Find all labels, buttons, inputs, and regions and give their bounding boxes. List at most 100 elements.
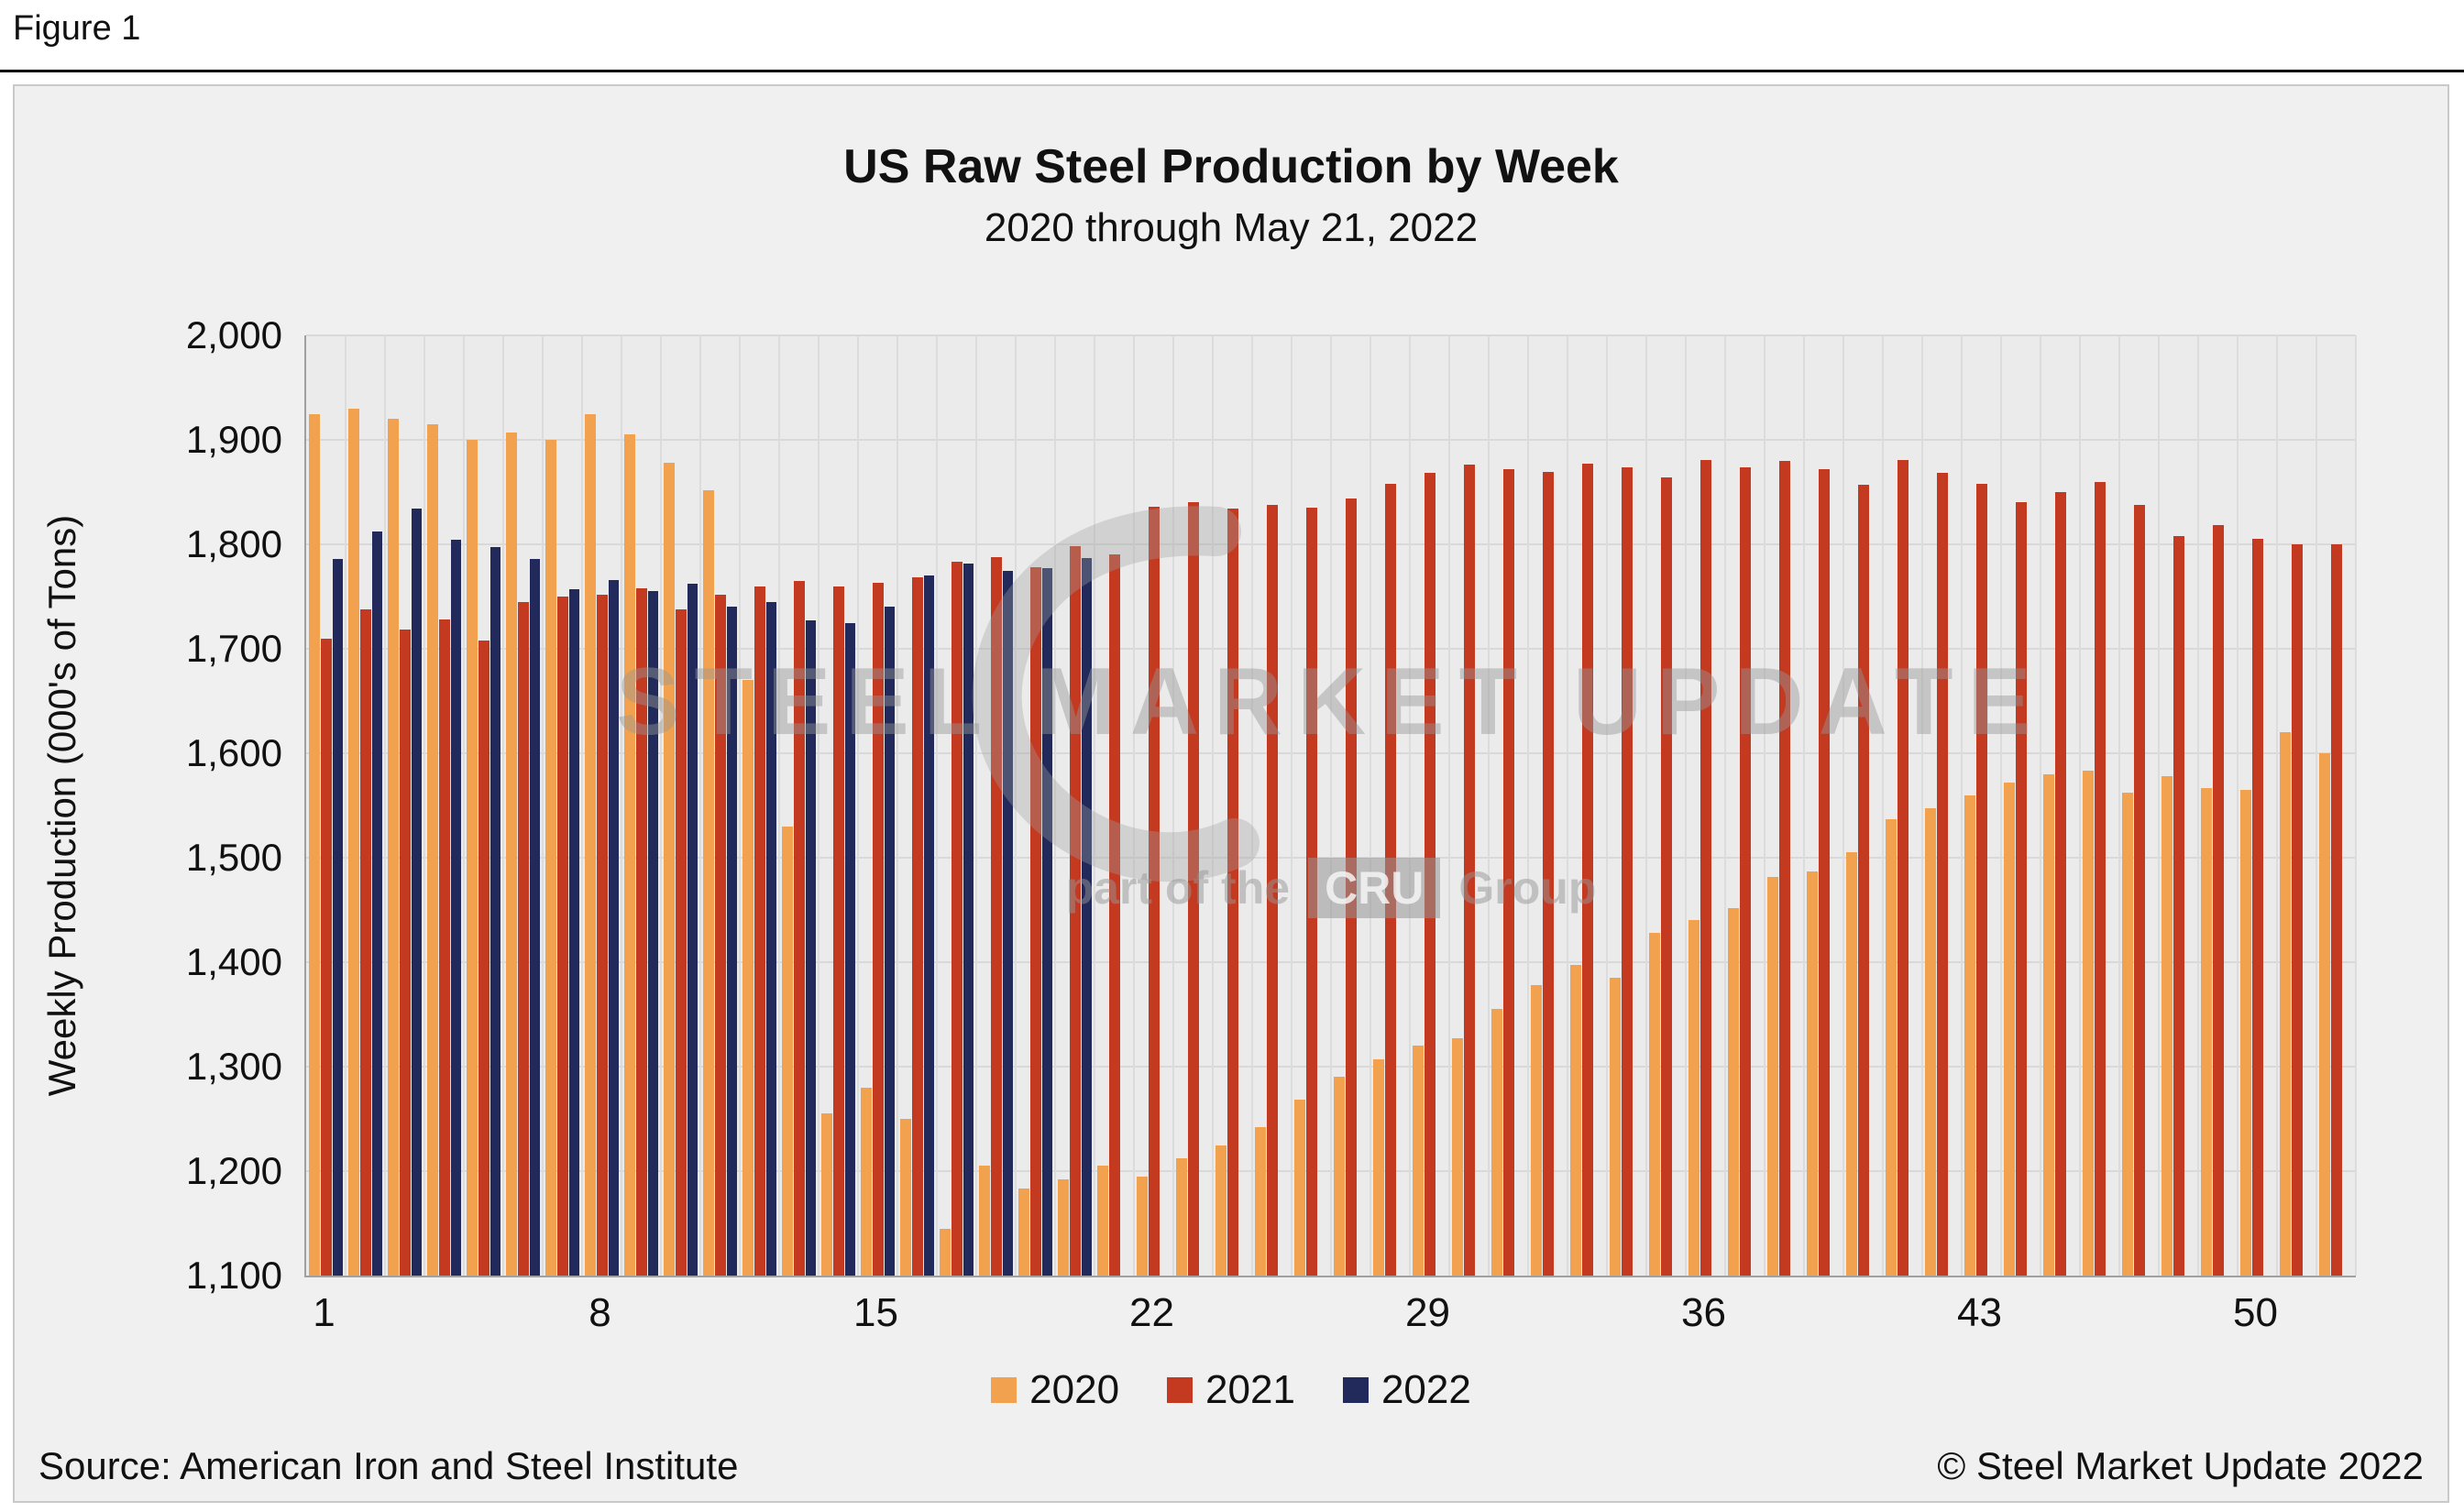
gridline-vertical [1448, 335, 1450, 1276]
bar-2020-week-18 [979, 1166, 990, 1276]
bar-2020-week-7 [545, 440, 556, 1276]
bar-2020-week-47 [2122, 793, 2133, 1276]
bar-2020-week-3 [388, 419, 399, 1276]
bar-2021-week-37 [1739, 466, 1751, 1276]
chart-title: US Raw Steel Production by Week [843, 140, 1619, 193]
gridline-vertical [2355, 335, 2357, 1276]
gridline-vertical [1842, 335, 1844, 1276]
gridline-vertical [1606, 335, 1608, 1276]
bar-2020-week-33 [1570, 965, 1581, 1276]
y-tick-label: 1,900 [185, 418, 282, 461]
bar-2021-week-18 [990, 556, 1002, 1276]
bar-2020-week-34 [1610, 978, 1621, 1276]
bar-2021-week-16 [911, 577, 923, 1276]
x-tick-label: 1 [313, 1290, 336, 1335]
bar-2021-week-32 [1542, 472, 1554, 1276]
bar-2020-week-46 [2083, 771, 2094, 1276]
y-tick-label: 1,700 [185, 627, 282, 670]
bar-2022-week-7 [568, 589, 580, 1276]
gridline-vertical [1567, 335, 1568, 1276]
plot-area: STEEL MARKET UPDATE part of the CRU Grou… [304, 334, 2357, 1277]
bar-2021-week-14 [832, 586, 844, 1276]
gridline-vertical [2237, 335, 2238, 1276]
bar-2021-week-51 [2291, 544, 2303, 1276]
gridline-vertical [1133, 335, 1135, 1276]
bar-2021-week-9 [635, 587, 647, 1276]
gridline-vertical [2079, 335, 2081, 1276]
bar-2020-week-28 [1373, 1059, 1384, 1276]
bar-2020-week-40 [1846, 852, 1857, 1276]
bar-2020-week-14 [821, 1113, 832, 1276]
gridline-vertical [1370, 335, 1371, 1276]
source-text: Source: American Iron and Steel Institut… [38, 1444, 739, 1487]
bar-2021-week-3 [399, 630, 411, 1276]
gridline-vertical [699, 335, 701, 1276]
watermark-prefix: part of the [1065, 861, 1291, 914]
x-tick-label: 43 [1957, 1290, 2002, 1335]
bar-2020-week-45 [2043, 773, 2054, 1276]
gridline-vertical [2197, 335, 2199, 1276]
gridline-vertical [1409, 335, 1411, 1276]
bar-2020-week-13 [782, 826, 793, 1276]
gridline-vertical [1488, 335, 1490, 1276]
bar-2021-week-21 [1108, 554, 1120, 1276]
legend-swatch-2021 [1167, 1377, 1194, 1403]
x-axis-tick-labels: 1 8 15 22 29 36 43 50 [304, 1290, 2354, 1342]
bar-2022-week-16 [923, 575, 935, 1276]
gridline-vertical [1961, 335, 1963, 1276]
bar-2020-week-27 [1334, 1077, 1345, 1276]
bar-2020-week-17 [940, 1228, 951, 1276]
gridline-vertical [2040, 335, 2041, 1276]
bar-2021-week-1 [320, 638, 332, 1276]
gridline-vertical [1291, 335, 1292, 1276]
bar-2021-week-12 [754, 586, 765, 1276]
gridline-vertical [1054, 335, 1056, 1276]
bar-2020-week-19 [1018, 1189, 1029, 1276]
gridline-vertical [2316, 335, 2317, 1276]
bar-2020-week-11 [703, 489, 714, 1276]
gridline-vertical [896, 335, 898, 1276]
bar-2022-week-2 [371, 531, 383, 1276]
gridline-vertical [1921, 335, 1923, 1276]
y-tick-label: 1,100 [185, 1254, 282, 1297]
bar-2020-week-48 [2162, 776, 2172, 1276]
gridline-vertical [424, 335, 425, 1276]
bar-2021-week-7 [556, 597, 568, 1276]
gridline-vertical [1212, 335, 1214, 1276]
bar-2020-week-35 [1649, 933, 1660, 1276]
gridline-vertical [739, 335, 741, 1276]
bar-2022-week-14 [844, 622, 856, 1276]
bar-2021-week-30 [1463, 465, 1475, 1276]
bar-2021-week-17 [951, 562, 962, 1276]
legend-label-2020: 2020 [1029, 1367, 1120, 1412]
legend-label-2022: 2022 [1380, 1367, 1471, 1412]
x-tick-label: 36 [1681, 1290, 1726, 1335]
bar-2022-week-19 [1041, 568, 1053, 1276]
bar-2022-week-1 [332, 558, 344, 1276]
bar-2021-week-8 [596, 594, 608, 1276]
bar-2021-week-10 [675, 608, 687, 1276]
bar-2021-week-6 [517, 601, 529, 1276]
bar-2021-week-36 [1700, 459, 1711, 1276]
bar-2022-week-11 [726, 607, 738, 1276]
gridline-vertical [1803, 335, 1805, 1276]
gridline-vertical [1724, 335, 1726, 1276]
gridline-vertical [502, 335, 504, 1276]
bar-2020-week-36 [1688, 920, 1700, 1276]
bar-2020-week-25 [1255, 1127, 1266, 1276]
watermark-cru-logo: CRU [1308, 857, 1441, 918]
y-axis-tick-labels: 1,100 1,200 1,300 1,400 1,500 1,600 1,700 1,800… [15, 313, 282, 1297]
bar-2021-week-27 [1345, 498, 1357, 1276]
gridline-vertical [463, 335, 465, 1276]
gridline-vertical [1015, 335, 1017, 1276]
chart-subtitle: 2020 through May 21, 2022 [984, 205, 1479, 250]
y-tick-label: 2,000 [185, 313, 282, 356]
bar-2022-week-3 [411, 509, 423, 1276]
bar-2020-week-49 [2201, 787, 2212, 1276]
legend-label-2021: 2021 [1205, 1367, 1295, 1412]
figure-label: Figure 1 [13, 9, 141, 48]
bar-2020-week-37 [1728, 907, 1739, 1276]
copyright-text: © Steel Market Update 2022 [1937, 1444, 2424, 1487]
bar-2020-week-5 [467, 440, 478, 1276]
